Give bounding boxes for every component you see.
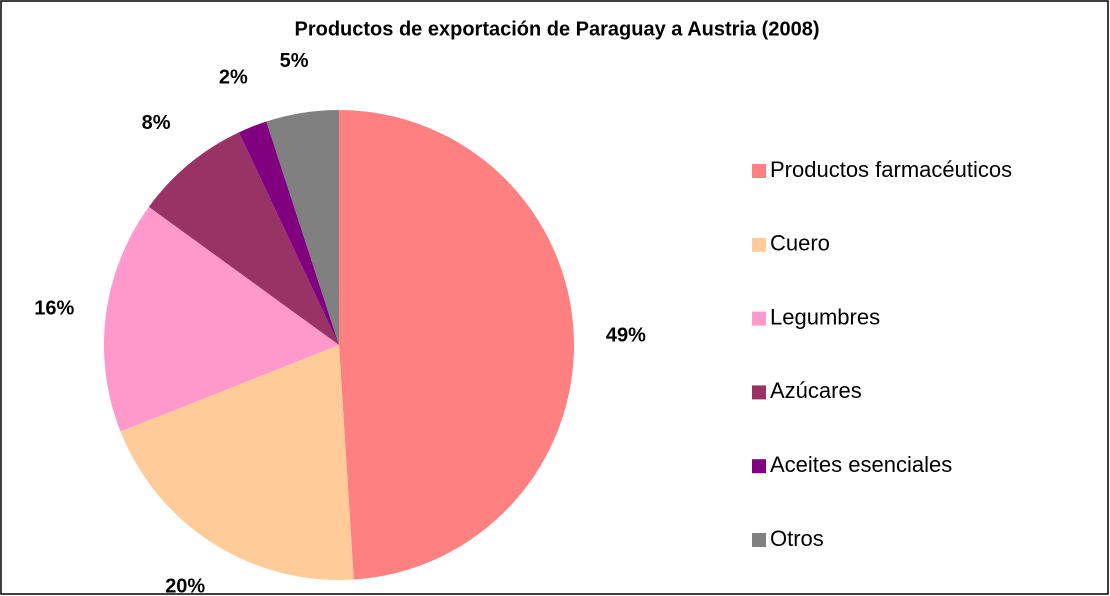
legend-label: Aceites esenciales [770, 452, 952, 477]
pie-slice [120, 345, 354, 580]
data-label: 8% [142, 112, 171, 134]
legend-swatch [752, 237, 766, 252]
legend-label: Productos farmacéuticos [770, 157, 1012, 182]
data-label: 5% [280, 50, 309, 72]
data-label: 20% [165, 576, 205, 596]
pie-slice [148, 132, 339, 345]
pie-slice [104, 206, 339, 432]
chart-title: Productos de exportación de Paraguay a A… [295, 18, 820, 40]
data-label: 16% [34, 297, 74, 319]
pie-slice [339, 110, 574, 580]
data-label: 49% [606, 324, 646, 346]
legend-label: Otros [770, 526, 824, 551]
legend-label: Cuero [770, 231, 830, 256]
legend-swatch [752, 385, 766, 400]
pie-slice [266, 110, 339, 345]
legend-label: Azúcares [770, 378, 862, 403]
data-label: 2% [219, 66, 248, 88]
legend-swatch [752, 459, 766, 474]
legend-swatch [752, 164, 766, 178]
legend-label: Legumbres [770, 304, 880, 329]
legend-swatch [752, 311, 766, 326]
legend-swatch [752, 533, 766, 547]
pie-slice [238, 121, 339, 346]
